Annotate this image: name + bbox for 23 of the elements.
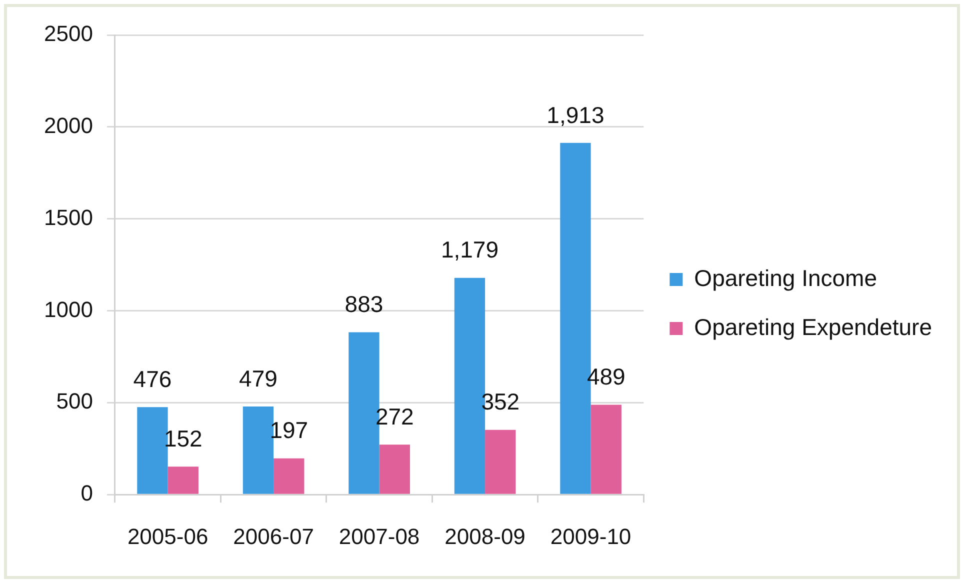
y-tick-label: 1000 <box>44 296 93 322</box>
bar <box>485 430 516 494</box>
bar <box>379 444 410 494</box>
y-tick-label: 2000 <box>44 112 93 138</box>
data-label: 479 <box>239 365 278 392</box>
bar <box>590 404 622 494</box>
x-tick-label: 2006-07 <box>233 524 314 549</box>
legend-label: Opareting Expendeture <box>694 314 932 340</box>
legend-label: Opareting Income <box>694 264 877 291</box>
x-tick-label: 2009-10 <box>550 524 632 549</box>
data-label: 883 <box>344 291 384 318</box>
y-tick-label: 2500 <box>44 21 93 46</box>
bar <box>274 458 304 494</box>
x-tick-label: 2005-06 <box>127 524 208 549</box>
x-tick-label: 2007-08 <box>338 524 420 549</box>
y-tick-label: 500 <box>56 388 93 414</box>
data-label: 476 <box>133 366 172 392</box>
y-tick-label: 1500 <box>44 204 93 230</box>
x-tick-label: 2008-09 <box>444 524 526 549</box>
bar <box>168 466 198 494</box>
y-tick-label: 0 <box>80 480 93 506</box>
data-label: 1,913 <box>546 102 604 128</box>
data-label: 1,179 <box>440 236 498 263</box>
